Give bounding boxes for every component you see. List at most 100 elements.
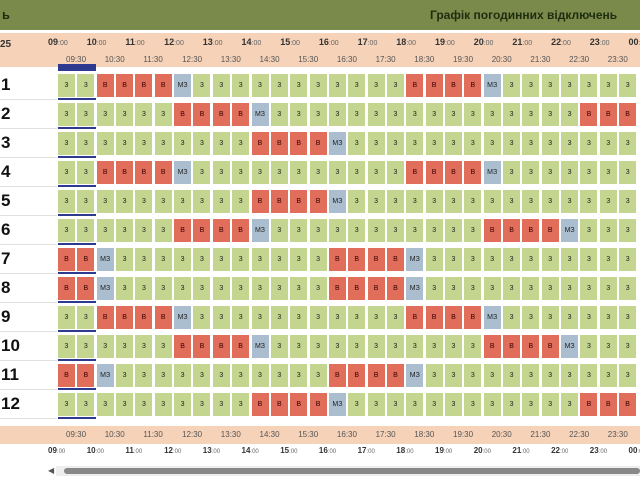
schedule-cell[interactable]: B — [270, 393, 288, 416]
schedule-cell[interactable]: 3 — [348, 103, 366, 126]
schedule-cell[interactable]: 3 — [193, 306, 211, 329]
schedule-cell[interactable]: 3 — [251, 161, 269, 184]
schedule-cell[interactable]: 3 — [561, 248, 579, 271]
schedule-cell[interactable]: 3 — [483, 393, 501, 416]
schedule-cell[interactable]: B — [580, 393, 598, 416]
schedule-cell[interactable]: 3 — [154, 190, 172, 213]
schedule-cell[interactable]: B — [58, 248, 75, 271]
schedule-cell[interactable]: 3 — [619, 364, 637, 387]
schedule-cell[interactable]: B — [251, 393, 269, 416]
schedule-cell[interactable]: МЗ — [406, 248, 424, 271]
schedule-cell[interactable]: 3 — [232, 161, 250, 184]
schedule-cell[interactable]: 3 — [251, 277, 269, 300]
schedule-cell[interactable]: 3 — [580, 219, 598, 242]
schedule-cell[interactable]: 3 — [212, 74, 230, 97]
schedule-cell[interactable]: 3 — [599, 190, 617, 213]
schedule-cell[interactable]: 3 — [599, 306, 617, 329]
schedule-cell[interactable]: 3 — [541, 393, 559, 416]
schedule-cell[interactable]: 3 — [348, 74, 366, 97]
schedule-cell[interactable]: 3 — [561, 190, 579, 213]
schedule-cell[interactable]: B — [328, 364, 346, 387]
schedule-cell[interactable]: 3 — [503, 364, 521, 387]
schedule-cell[interactable]: 3 — [135, 248, 153, 271]
schedule-cell[interactable]: B — [619, 103, 637, 126]
schedule-cell[interactable]: 3 — [599, 335, 617, 358]
schedule-cell[interactable]: 3 — [96, 190, 114, 213]
schedule-cell[interactable]: B — [328, 248, 346, 271]
schedule-cell[interactable]: 3 — [270, 103, 288, 126]
schedule-cell[interactable]: 3 — [328, 74, 346, 97]
schedule-cell[interactable]: 3 — [464, 364, 482, 387]
schedule-cell[interactable]: 3 — [561, 103, 579, 126]
schedule-cell[interactable]: 3 — [174, 277, 192, 300]
schedule-cell[interactable]: B — [212, 219, 230, 242]
schedule-cell[interactable]: 3 — [135, 219, 153, 242]
schedule-cell[interactable]: 3 — [154, 248, 172, 271]
schedule-cell[interactable]: 3 — [464, 248, 482, 271]
schedule-cell[interactable]: 3 — [406, 335, 424, 358]
schedule-cell[interactable]: 3 — [425, 248, 443, 271]
schedule-cell[interactable]: 3 — [116, 248, 134, 271]
schedule-cell[interactable]: B — [445, 306, 462, 329]
schedule-cell[interactable]: 3 — [154, 132, 172, 155]
schedule-cell[interactable]: 3 — [309, 74, 327, 97]
schedule-cell[interactable]: 3 — [309, 277, 327, 300]
schedule-cell[interactable]: 3 — [503, 103, 521, 126]
schedule-cell[interactable]: 3 — [193, 74, 211, 97]
schedule-cell[interactable]: 3 — [580, 132, 598, 155]
schedule-cell[interactable]: 3 — [270, 74, 288, 97]
schedule-cell[interactable]: 3 — [270, 306, 288, 329]
schedule-cell[interactable]: 3 — [212, 132, 230, 155]
schedule-cell[interactable]: МЗ — [96, 248, 114, 271]
schedule-cell[interactable]: 3 — [580, 335, 598, 358]
schedule-cell[interactable]: 3 — [483, 248, 501, 271]
schedule-cell[interactable]: 3 — [77, 132, 95, 155]
schedule-cell[interactable]: 3 — [309, 248, 327, 271]
schedule-cell[interactable]: 3 — [522, 364, 540, 387]
schedule-cell[interactable]: МЗ — [483, 161, 501, 184]
schedule-cell[interactable]: 3 — [367, 103, 385, 126]
schedule-cell[interactable]: 3 — [503, 74, 521, 97]
schedule-cell[interactable]: 3 — [251, 306, 269, 329]
schedule-cell[interactable]: 3 — [541, 277, 559, 300]
schedule-cell[interactable]: 3 — [174, 248, 192, 271]
schedule-cell[interactable]: 3 — [425, 364, 443, 387]
schedule-cell[interactable]: 3 — [599, 161, 617, 184]
schedule-cell[interactable]: 3 — [464, 132, 482, 155]
schedule-cell[interactable]: 3 — [406, 393, 424, 416]
schedule-cell[interactable]: 3 — [212, 277, 230, 300]
schedule-cell[interactable]: B — [193, 219, 211, 242]
schedule-cell[interactable]: 3 — [58, 103, 75, 126]
schedule-cell[interactable]: B — [348, 277, 366, 300]
schedule-cell[interactable]: 3 — [309, 103, 327, 126]
schedule-cell[interactable]: B — [58, 364, 75, 387]
schedule-cell[interactable]: B — [251, 190, 269, 213]
schedule-cell[interactable]: 3 — [135, 277, 153, 300]
schedule-cell[interactable]: 3 — [406, 103, 424, 126]
schedule-cell[interactable]: B — [599, 393, 617, 416]
schedule-cell[interactable]: 3 — [328, 161, 346, 184]
schedule-cell[interactable]: B — [251, 132, 269, 155]
schedule-cell[interactable]: 3 — [154, 219, 172, 242]
schedule-cell[interactable]: 3 — [561, 277, 579, 300]
schedule-cell[interactable]: 3 — [425, 219, 443, 242]
schedule-cell[interactable]: 3 — [464, 219, 482, 242]
schedule-cell[interactable]: 3 — [232, 393, 250, 416]
schedule-cell[interactable]: МЗ — [483, 306, 501, 329]
schedule-cell[interactable]: 3 — [174, 393, 192, 416]
schedule-cell[interactable]: 3 — [135, 335, 153, 358]
schedule-cell[interactable]: 3 — [386, 161, 404, 184]
schedule-cell[interactable]: МЗ — [328, 132, 346, 155]
schedule-cell[interactable]: 3 — [58, 393, 75, 416]
schedule-cell[interactable]: 3 — [445, 132, 462, 155]
schedule-cell[interactable]: 3 — [580, 306, 598, 329]
schedule-cell[interactable]: 3 — [425, 277, 443, 300]
schedule-cell[interactable]: 3 — [367, 132, 385, 155]
schedule-cell[interactable]: 3 — [77, 103, 95, 126]
schedule-cell[interactable]: 3 — [290, 248, 308, 271]
schedule-cell[interactable]: 3 — [619, 219, 637, 242]
scrollbar-thumb[interactable] — [64, 468, 640, 474]
schedule-cell[interactable]: 3 — [77, 335, 95, 358]
schedule-cell[interactable]: 3 — [561, 132, 579, 155]
schedule-cell[interactable]: 3 — [270, 248, 288, 271]
